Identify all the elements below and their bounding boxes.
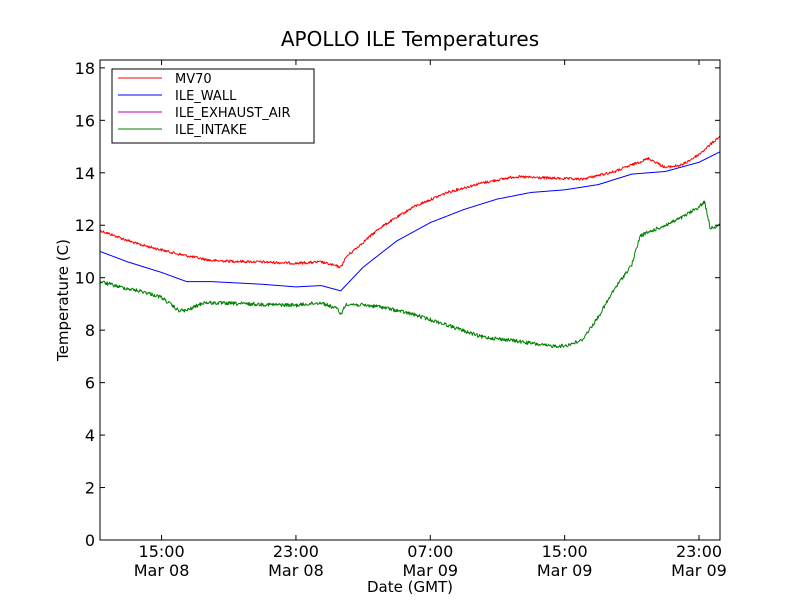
legend-label: ILE_WALL [175, 89, 237, 104]
legend: MV70 ILE_WALL ILE_EXHAUST_AIR ILE_INTAKE [111, 68, 315, 144]
chart-title: APOLLO ILE Temperatures [281, 27, 539, 51]
y-tick-label: 10 [75, 269, 95, 288]
x-tick-date-label: Mar 09 [537, 561, 593, 580]
legend-label: ILE_EXHAUST_AIR [175, 106, 291, 121]
legend-label: MV70 [175, 72, 212, 87]
y-tick-label: 0 [85, 531, 95, 550]
y-tick-label: 18 [75, 59, 95, 78]
y-tick-label: 16 [75, 111, 95, 130]
legend-box [111, 68, 315, 144]
x-axis-label: Date (GMT) [367, 578, 453, 596]
x-tick-time-label: 23:00 [273, 542, 319, 561]
y-axis-label: Temperature (C) [54, 239, 72, 362]
x-tick-time-label: 15:00 [542, 542, 588, 561]
legend-label: ILE_INTAKE [175, 123, 247, 138]
series-line-ile-intake [99, 200, 721, 349]
series-line-mv70 [99, 135, 721, 269]
x-tick-date-label: Mar 09 [402, 561, 458, 580]
plot-frame [99, 59, 721, 541]
y-tick-label: 2 [85, 479, 95, 498]
x-tick-time-label: 15:00 [139, 542, 185, 561]
y-tick-label: 14 [75, 164, 95, 183]
x-tick-date-label: Mar 08 [268, 561, 324, 580]
y-tick-label: 12 [75, 216, 95, 235]
x-tick-time-label: 07:00 [407, 542, 453, 561]
y-tick-label: 4 [85, 426, 95, 445]
series-line-ile-wall [99, 151, 721, 292]
y-tick-label: 6 [85, 374, 95, 393]
x-tick-time-label: 23:00 [676, 542, 722, 561]
x-tick-date-label: Mar 08 [134, 561, 190, 580]
y-axis: 0 2 4 6 8 10 12 14 16 18 [75, 59, 720, 550]
y-tick-label: 8 [85, 321, 95, 340]
x-tick-date-label: Mar 09 [671, 561, 727, 580]
series-layer [99, 135, 721, 349]
